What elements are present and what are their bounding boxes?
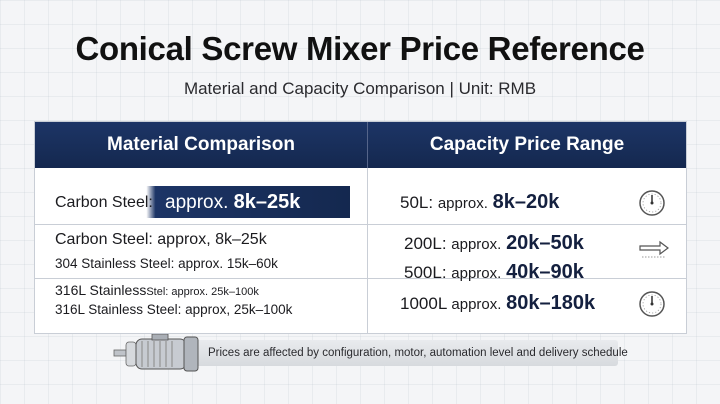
material-row2-line2: 304 Stainless Steel: approx. 15k–60k xyxy=(55,256,278,271)
column-header-capacity: Capacity Price Range xyxy=(429,134,625,155)
capacity-200l-value: 20k–50k xyxy=(506,232,584,254)
row-divider xyxy=(35,224,686,225)
material-row3-line1: 316L StainlessStel: approx. 25k–100k xyxy=(55,282,259,300)
arrow-right-icon xyxy=(639,240,669,258)
footer-note-banner xyxy=(148,340,618,366)
capacity-1000l-prefix: approx. xyxy=(451,296,502,313)
material-row2-line1: Carbon Steel: approx, 8k–25k xyxy=(55,231,267,248)
footer-note: Prices are affected by configuration, mo… xyxy=(208,347,628,359)
capacity-500l-prefix: approx. xyxy=(451,265,502,282)
gauge-icon xyxy=(639,291,665,317)
material-row1-range: 8k–25k xyxy=(233,191,301,213)
capacity-500l-label: 500L: xyxy=(404,263,447,282)
capacity-50l-prefix: approx. xyxy=(437,195,488,212)
capacity-1000l-value: 80k–180k xyxy=(506,292,596,314)
material-row1-label: Carbon Steel: xyxy=(55,194,153,211)
price-table: Material Comparison Capacity Price Range xyxy=(34,121,687,334)
capacity-50l-label: 50L: xyxy=(400,193,434,212)
column-header-material: Material Comparison xyxy=(35,122,368,168)
capacity-1000l: 1000L approx. 80k–180k xyxy=(400,292,595,315)
capacity-1000l-label: 1000L xyxy=(400,294,447,313)
motor-icon xyxy=(113,334,199,372)
gauge-icon xyxy=(639,190,665,216)
page-subtitle: Material and Capacity Comparison | Unit:… xyxy=(183,79,537,98)
capacity-200l-label: 200L: xyxy=(404,234,447,253)
row-divider xyxy=(35,278,686,279)
table-header: Material Comparison Capacity Price Range xyxy=(35,122,686,168)
highlight-bar xyxy=(46,186,350,218)
material-row1-value: approx. 8k–25k xyxy=(165,191,300,214)
material-row3-line2: 316L Stainless Steel: approx, 25k–100k xyxy=(55,302,293,317)
capacity-200l-prefix: approx. xyxy=(451,236,502,253)
column-divider xyxy=(367,168,368,333)
material-row3-line1-a: 316L Stainless xyxy=(55,282,147,298)
material-row1-prefix: approx. xyxy=(165,192,229,213)
capacity-200l: 200L: approx. 20k–50k xyxy=(404,232,584,255)
capacity-500l: 500L: approx. 40k–90k xyxy=(404,261,584,284)
material-row3-line1-b: Stel: approx. 25k–100k xyxy=(146,286,259,298)
capacity-500l-value: 40k–90k xyxy=(506,261,584,283)
capacity-50l-value: 8k–20k xyxy=(492,191,560,213)
capacity-50l: 50L: approx. 8k–20k xyxy=(400,191,559,214)
page-title: Conical Screw Mixer Price Reference xyxy=(75,30,645,67)
